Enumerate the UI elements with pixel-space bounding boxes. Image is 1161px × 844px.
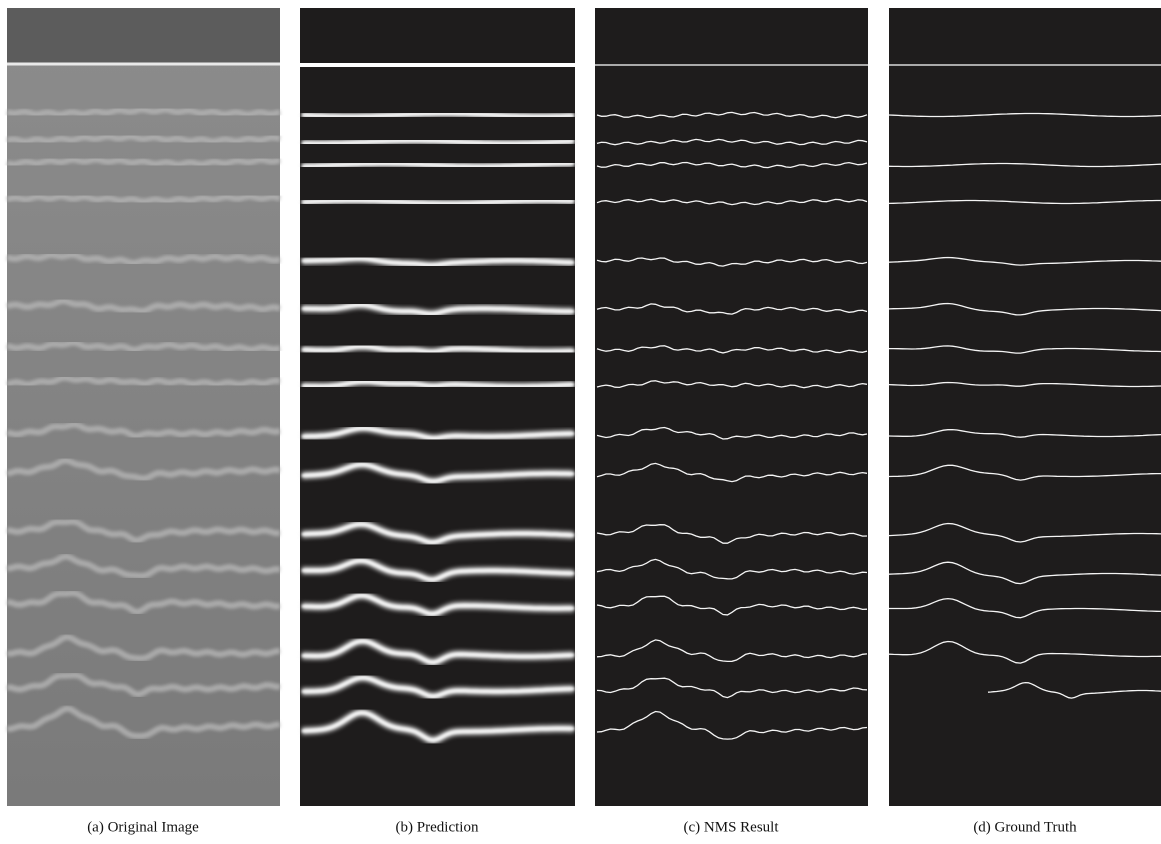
nms-line (596, 710, 868, 740)
predicted-core (301, 112, 575, 118)
truth-line (888, 522, 1161, 543)
truth-line (987, 681, 1161, 699)
predicted-core (301, 463, 575, 483)
nms-line (596, 639, 868, 663)
layer-band (6, 297, 281, 315)
nms-line (596, 257, 868, 267)
truth-line (888, 428, 1161, 438)
layer-band (6, 133, 281, 145)
predicted-core (301, 594, 575, 616)
nms-line (596, 677, 868, 699)
truth-line (888, 302, 1161, 316)
layer-band (6, 633, 281, 662)
nms-line (596, 345, 868, 354)
nms-line (596, 380, 868, 389)
layer-band (6, 590, 281, 615)
predicted-core (301, 711, 574, 742)
truth-line (888, 640, 1161, 664)
nms-line (596, 558, 868, 580)
layer-band (6, 156, 281, 168)
caption: (b) Prediction (396, 819, 479, 835)
layer-band (6, 251, 281, 267)
predicted-core (302, 559, 575, 581)
predicted-core (301, 139, 575, 145)
layer-band (6, 374, 281, 388)
prediction-panel (300, 8, 575, 806)
ground-truth-panel (888, 8, 1161, 806)
truth-line (888, 112, 1161, 118)
truth-line (889, 597, 1161, 619)
layer-band (6, 339, 281, 353)
nms-line (596, 595, 868, 616)
truth-line (888, 464, 1161, 481)
predicted-core (301, 426, 574, 440)
image-background (595, 8, 868, 806)
nms-line (596, 462, 868, 483)
predicted-core (301, 257, 575, 267)
predicted-core (301, 639, 575, 664)
layer-band (6, 193, 281, 205)
nms-panel (595, 8, 868, 806)
truth-line (888, 199, 1161, 205)
layer-band (6, 106, 281, 118)
predicted-core (301, 162, 574, 168)
caption: (a) Original Image (87, 819, 199, 835)
nms-line (596, 138, 868, 146)
nms-line (596, 161, 868, 169)
truth-line (888, 381, 1161, 388)
layer-band (6, 457, 281, 482)
image-background (889, 8, 1161, 806)
image-top-band (7, 8, 280, 63)
truth-line (888, 561, 1161, 585)
predicted-core (302, 303, 575, 315)
caption: (c) NMS Result (684, 819, 780, 835)
nms-line (596, 198, 868, 206)
truth-line (888, 256, 1161, 266)
truth-line (888, 162, 1161, 168)
layer-band (6, 705, 281, 740)
nms-line (596, 111, 868, 119)
predicted-core (301, 199, 575, 205)
nms-line (596, 524, 868, 544)
layer-band (6, 553, 281, 579)
nms-line (596, 303, 868, 315)
layer-band (6, 421, 281, 440)
predicted-core (301, 522, 575, 544)
caption: (d) Ground Truth (973, 819, 1077, 835)
nms-line (596, 426, 868, 440)
predicted-core (301, 345, 575, 354)
predicted-core (302, 676, 575, 698)
layer-band (6, 672, 281, 698)
layer-band (6, 518, 281, 544)
truth-line (889, 345, 1161, 354)
original-image-panel (6, 8, 281, 806)
predicted-core (301, 380, 575, 388)
